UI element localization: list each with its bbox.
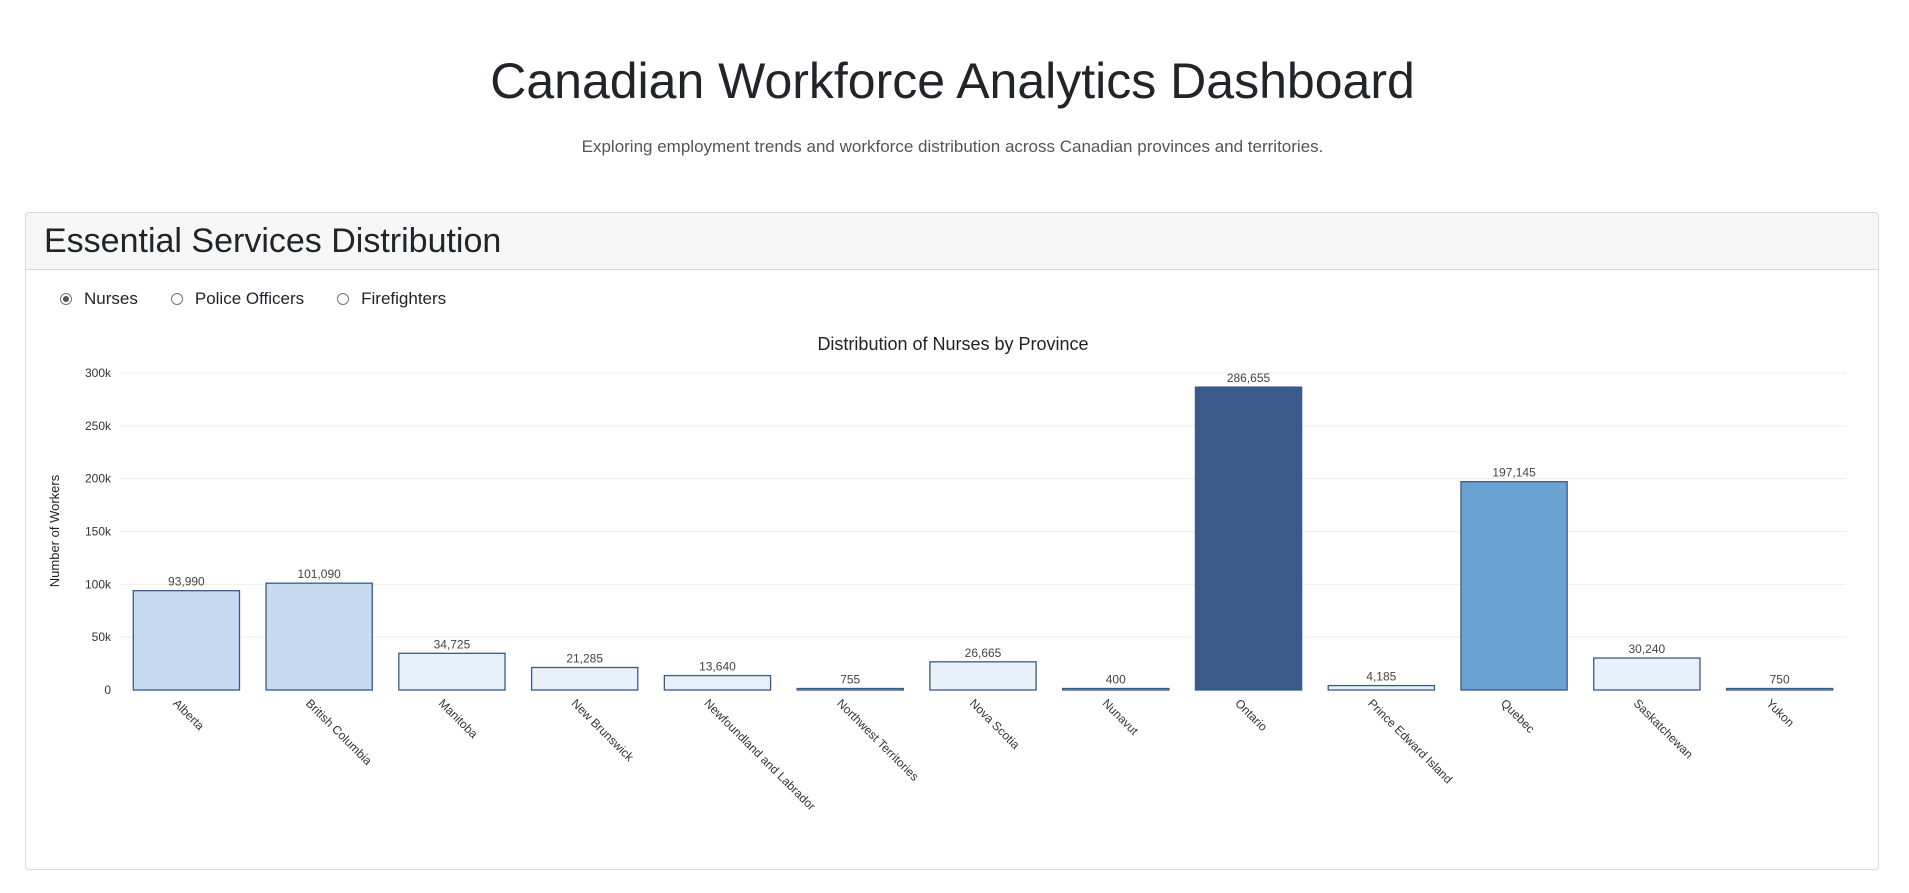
y-tick-label: 50k [92,630,112,644]
radio-nurses-indicator[interactable] [60,293,72,305]
bar-value-label: 750 [1770,673,1790,687]
x-tick-label: Nunavut [1100,696,1142,738]
nurses-bar-chart: Distribution of Nurses by Province Numbe… [47,334,1846,813]
bar-value-label: 4,185 [1366,670,1396,684]
x-tick-label: Prince Edward Island [1365,696,1455,786]
bar [1194,386,1303,691]
bar [1593,657,1701,691]
bar [1460,481,1568,691]
x-tick-label: Manitoba [436,696,481,741]
y-tick-label: 250k [85,419,112,433]
x-tick-label: Alberta [170,696,207,733]
bar [1327,684,1436,691]
occupation-radio-group: Nurses Police Officers Firefighters [60,289,479,309]
y-axis-ticks: 0 50k 100k 150k 200k 250k 300k [85,366,112,697]
bar [398,652,506,691]
bar-value-label: 400 [1106,673,1126,687]
x-tick-label: British Columbia [303,696,375,768]
bar [530,666,639,691]
bar [265,582,373,691]
bar-value-label: 101,090 [297,567,341,581]
bars [132,386,1834,691]
bar-value-label: 13,640 [699,660,736,674]
y-tick-label: 300k [85,366,112,380]
bar [929,661,1037,691]
radio-nurses[interactable]: Nurses [60,289,138,309]
x-tick-label: New Brunswick [569,696,638,765]
x-axis-ticks: Alberta British Columbia Manitoba New Bruns… [170,696,1797,813]
bar [132,590,241,691]
radio-police-officers[interactable]: Police Officers [170,289,305,309]
radio-firefighters-indicator[interactable] [337,293,350,305]
value-labels: 93,990 101,090 34,725 21,285 13,640 755 26,665… [168,371,1790,686]
bar [663,674,772,691]
chart-title: Distribution of Nurses by Province [817,334,1088,354]
grid-lines [120,372,1846,638]
x-tick-label: Nova Scotia [967,696,1023,752]
bar-value-label: 21,285 [566,652,603,666]
x-tick-label: Northwest Territories [834,696,922,784]
radio-firefighters-label: Firefighters [361,289,447,308]
bar [796,687,904,691]
radio-police-officers-indicator[interactable] [170,293,183,305]
card-header: Essential Services Distribution [26,213,1878,270]
y-tick-label: 200k [85,472,112,486]
x-tick-label: Quebec [1498,696,1538,736]
x-tick-label: Saskatchewan [1631,696,1696,761]
radio-firefighters[interactable]: Firefighters [337,289,446,309]
radio-nurses-label: Nurses [84,289,138,308]
y-tick-label: 100k [85,577,112,591]
bar-value-label: 26,665 [965,646,1002,660]
radio-police-officers-label: Police Officers [194,289,305,308]
essential-services-card: Essential Services Distribution Nurses P… [25,212,1879,870]
card-title: Essential Services Distribution [44,222,502,260]
x-tick-label: Newfoundland and Labrador [701,696,818,813]
bar-value-label: 34,725 [434,637,471,651]
y-axis-label: Number of Workers [47,474,62,587]
x-tick-label: Yukon [1763,696,1796,729]
bar-value-label: 286,655 [1227,371,1271,385]
bar-value-label: 755 [840,673,860,687]
y-tick-label: 150k [85,525,112,539]
bar-value-label: 197,145 [1492,466,1536,480]
page-title: Canadian Workforce Analytics Dashboard [490,53,1415,109]
bar-value-label: 30,240 [1628,642,1665,656]
bar [1725,687,1834,691]
bar-value-label: 93,990 [168,575,205,589]
y-tick-label: 0 [104,683,111,697]
x-tick-label: Ontario [1232,696,1270,734]
bar [1062,687,1170,691]
page-subtitle: Exploring employment trends and workforc… [581,137,1324,156]
